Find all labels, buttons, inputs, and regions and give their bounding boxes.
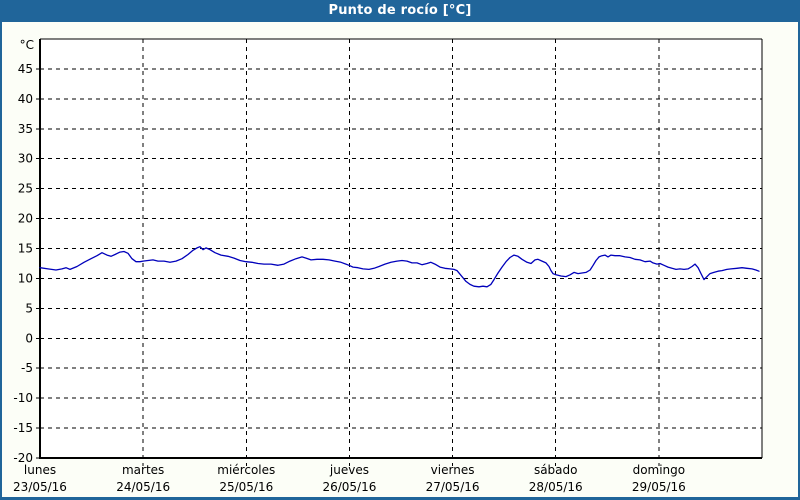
x-date-label: 26/05/16 — [322, 480, 376, 494]
x-day-name-label: sábado — [534, 463, 578, 477]
y-tick-label: -10 — [13, 391, 33, 405]
y-tick-label: 25 — [18, 182, 33, 196]
x-date-label: 28/05/16 — [529, 480, 583, 494]
x-date-label: 24/05/16 — [116, 480, 170, 494]
y-tick-label: 0 — [25, 331, 33, 345]
x-day-name-label: martes — [122, 463, 164, 477]
y-axis-unit-label: °C — [20, 38, 34, 52]
x-day-name-label: domingo — [633, 463, 686, 477]
y-tick-label: 10 — [18, 271, 33, 285]
x-date-label: 25/05/16 — [219, 480, 273, 494]
y-tick-label: -20 — [13, 451, 33, 465]
x-date-label: 29/05/16 — [632, 480, 686, 494]
y-tick-label: 45 — [18, 62, 33, 76]
y-tick-label: 35 — [18, 122, 33, 136]
x-date-label: 23/05/16 — [13, 480, 67, 494]
y-tick-label: 40 — [18, 92, 33, 106]
y-tick-label: -5 — [21, 361, 33, 375]
y-tick-label: 20 — [18, 212, 33, 226]
x-day-name-label: lunes — [24, 463, 56, 477]
x-day-name-label: miércoles — [217, 463, 275, 477]
y-tick-label: 5 — [25, 301, 33, 315]
window-title: Punto de rocío [°C] — [328, 3, 472, 18]
title-bar: Punto de rocío [°C] — [2, 0, 798, 22]
y-tick-label: 15 — [18, 242, 33, 256]
x-date-label: 27/05/16 — [426, 480, 480, 494]
dew-point-line — [39, 246, 760, 288]
x-day-name-label: viernes — [431, 463, 475, 477]
y-tick-label: 30 — [18, 152, 33, 166]
x-day-name-label: jueves — [329, 463, 369, 477]
y-tick-label: -15 — [13, 421, 33, 435]
